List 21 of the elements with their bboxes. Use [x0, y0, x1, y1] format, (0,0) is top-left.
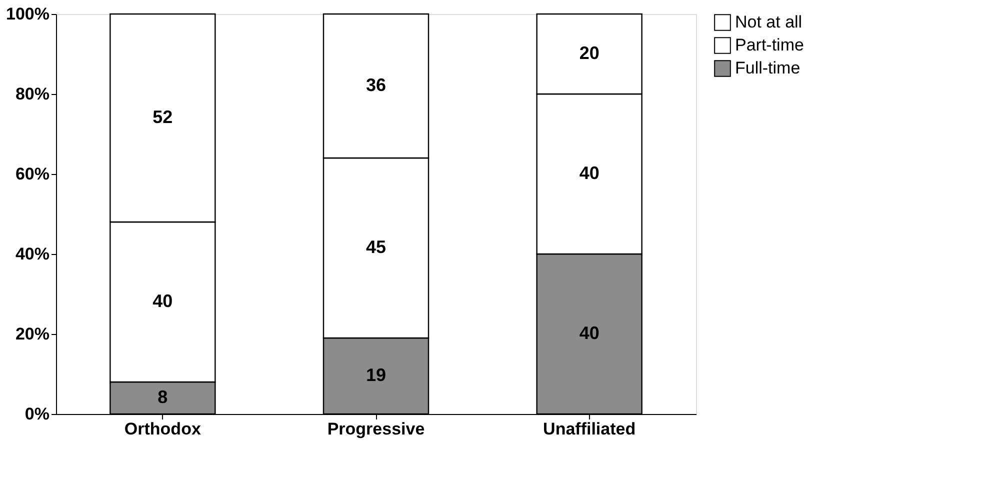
y-tick-label: 0% [24, 404, 50, 424]
y-tick-label: 20% [15, 324, 50, 344]
data-label: 20 [579, 43, 600, 63]
legend-label: Part-time [735, 36, 804, 54]
data-label: 19 [366, 365, 386, 385]
x-tick-label: Unaffiliated [543, 420, 636, 438]
legend-label: Full-time [735, 58, 800, 78]
data-label: 36 [366, 75, 386, 95]
legend-label: Not at all [735, 12, 802, 32]
y-tick-label: 60% [15, 164, 50, 184]
y-tick-label: 80% [15, 84, 50, 104]
data-label: 8 [158, 387, 168, 407]
y-tick-label: 40% [15, 244, 50, 264]
data-label: 40 [579, 323, 600, 343]
data-label: 52 [152, 107, 173, 127]
x-tick-label: Orthodox [124, 420, 202, 438]
data-label: 40 [152, 291, 173, 311]
y-tick-label: 100% [6, 4, 50, 24]
x-tick-label: Progressive [327, 420, 425, 438]
data-label: 45 [366, 237, 386, 257]
data-label: 40 [579, 163, 600, 183]
